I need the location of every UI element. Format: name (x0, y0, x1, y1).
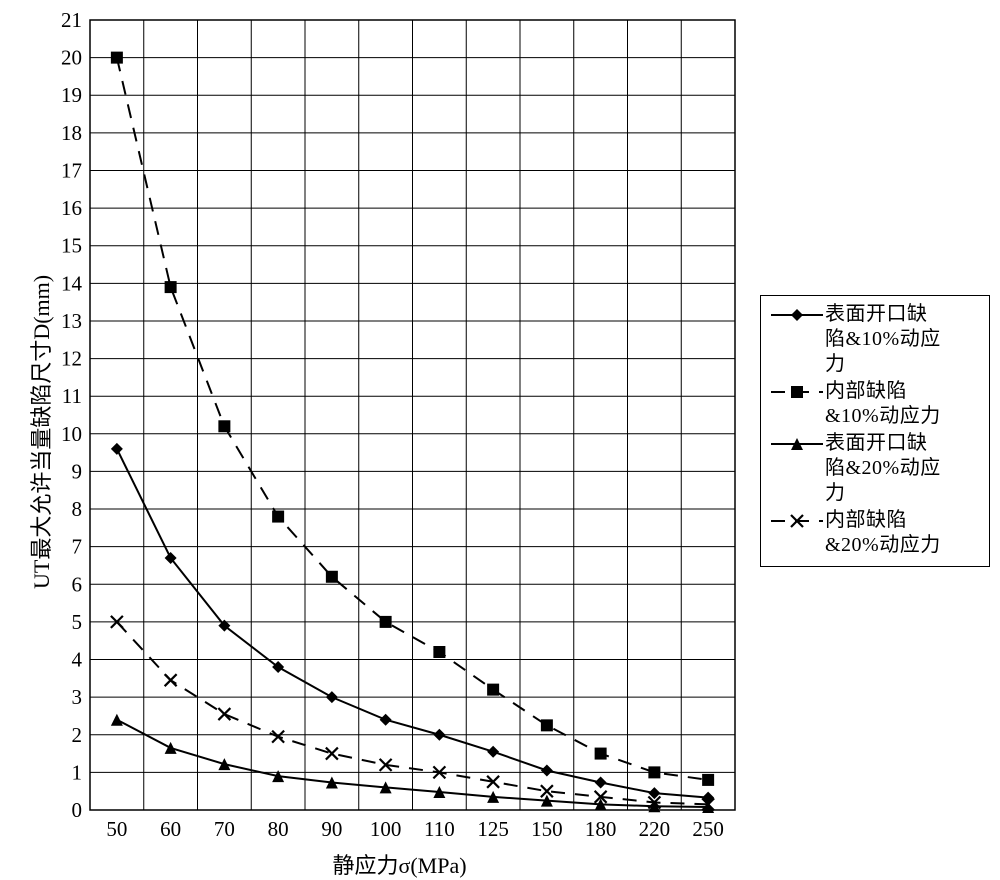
svg-text:18: 18 (61, 121, 82, 145)
svg-text:13: 13 (61, 309, 82, 333)
svg-text:1: 1 (72, 760, 83, 784)
svg-text:125: 125 (477, 817, 509, 841)
svg-text:60: 60 (160, 817, 181, 841)
svg-text:80: 80 (268, 817, 289, 841)
svg-text:110: 110 (424, 817, 455, 841)
svg-text:250: 250 (692, 817, 724, 841)
svg-text:6: 6 (72, 572, 83, 596)
svg-text:90: 90 (321, 817, 342, 841)
legend-item: 内部缺陷 &10%动应力 (769, 379, 981, 429)
svg-text:21: 21 (61, 8, 82, 32)
legend-swatch (769, 435, 825, 453)
svg-text:8: 8 (72, 497, 83, 521)
svg-text:0: 0 (72, 798, 83, 822)
legend-item: 内部缺陷 &20%动应力 (769, 508, 981, 558)
svg-text:5: 5 (72, 610, 83, 634)
svg-text:70: 70 (214, 817, 235, 841)
svg-text:10: 10 (61, 422, 82, 446)
svg-text:12: 12 (61, 347, 82, 371)
legend-swatch (769, 383, 825, 401)
svg-text:15: 15 (61, 234, 82, 258)
legend-label: 表面开口缺 陷&10%动应 力 (825, 302, 941, 377)
svg-text:19: 19 (61, 83, 82, 107)
svg-text:9: 9 (72, 459, 83, 483)
svg-text:3: 3 (72, 685, 83, 709)
svg-text:7: 7 (72, 535, 83, 559)
svg-text:16: 16 (61, 196, 82, 220)
svg-text:50: 50 (106, 817, 127, 841)
svg-text:20: 20 (61, 46, 82, 70)
x-axis-label: 静应力σ(MPa) (333, 848, 467, 880)
svg-text:180: 180 (585, 817, 617, 841)
y-axis-label: UT最大允许当量缺陷尺寸D(mm) (24, 275, 56, 589)
legend-label: 内部缺陷 &20%动应力 (825, 508, 941, 558)
svg-text:2: 2 (72, 723, 83, 747)
legend-label: 内部缺陷 &10%动应力 (825, 379, 941, 429)
chart-container: 0123456789101112131415161718192021506070… (0, 0, 1000, 879)
svg-text:150: 150 (531, 817, 563, 841)
legend-swatch (769, 512, 825, 530)
svg-text:14: 14 (61, 271, 83, 295)
svg-text:220: 220 (639, 817, 671, 841)
legend-item: 表面开口缺 陷&10%动应 力 (769, 302, 981, 377)
legend-label: 表面开口缺 陷&20%动应 力 (825, 431, 941, 506)
svg-text:4: 4 (72, 648, 83, 672)
svg-text:17: 17 (61, 158, 82, 182)
svg-text:11: 11 (62, 384, 82, 408)
legend-swatch (769, 306, 825, 324)
svg-text:100: 100 (370, 817, 402, 841)
legend: 表面开口缺 陷&10%动应 力内部缺陷 &10%动应力表面开口缺 陷&20%动应… (760, 295, 990, 567)
legend-item: 表面开口缺 陷&20%动应 力 (769, 431, 981, 506)
